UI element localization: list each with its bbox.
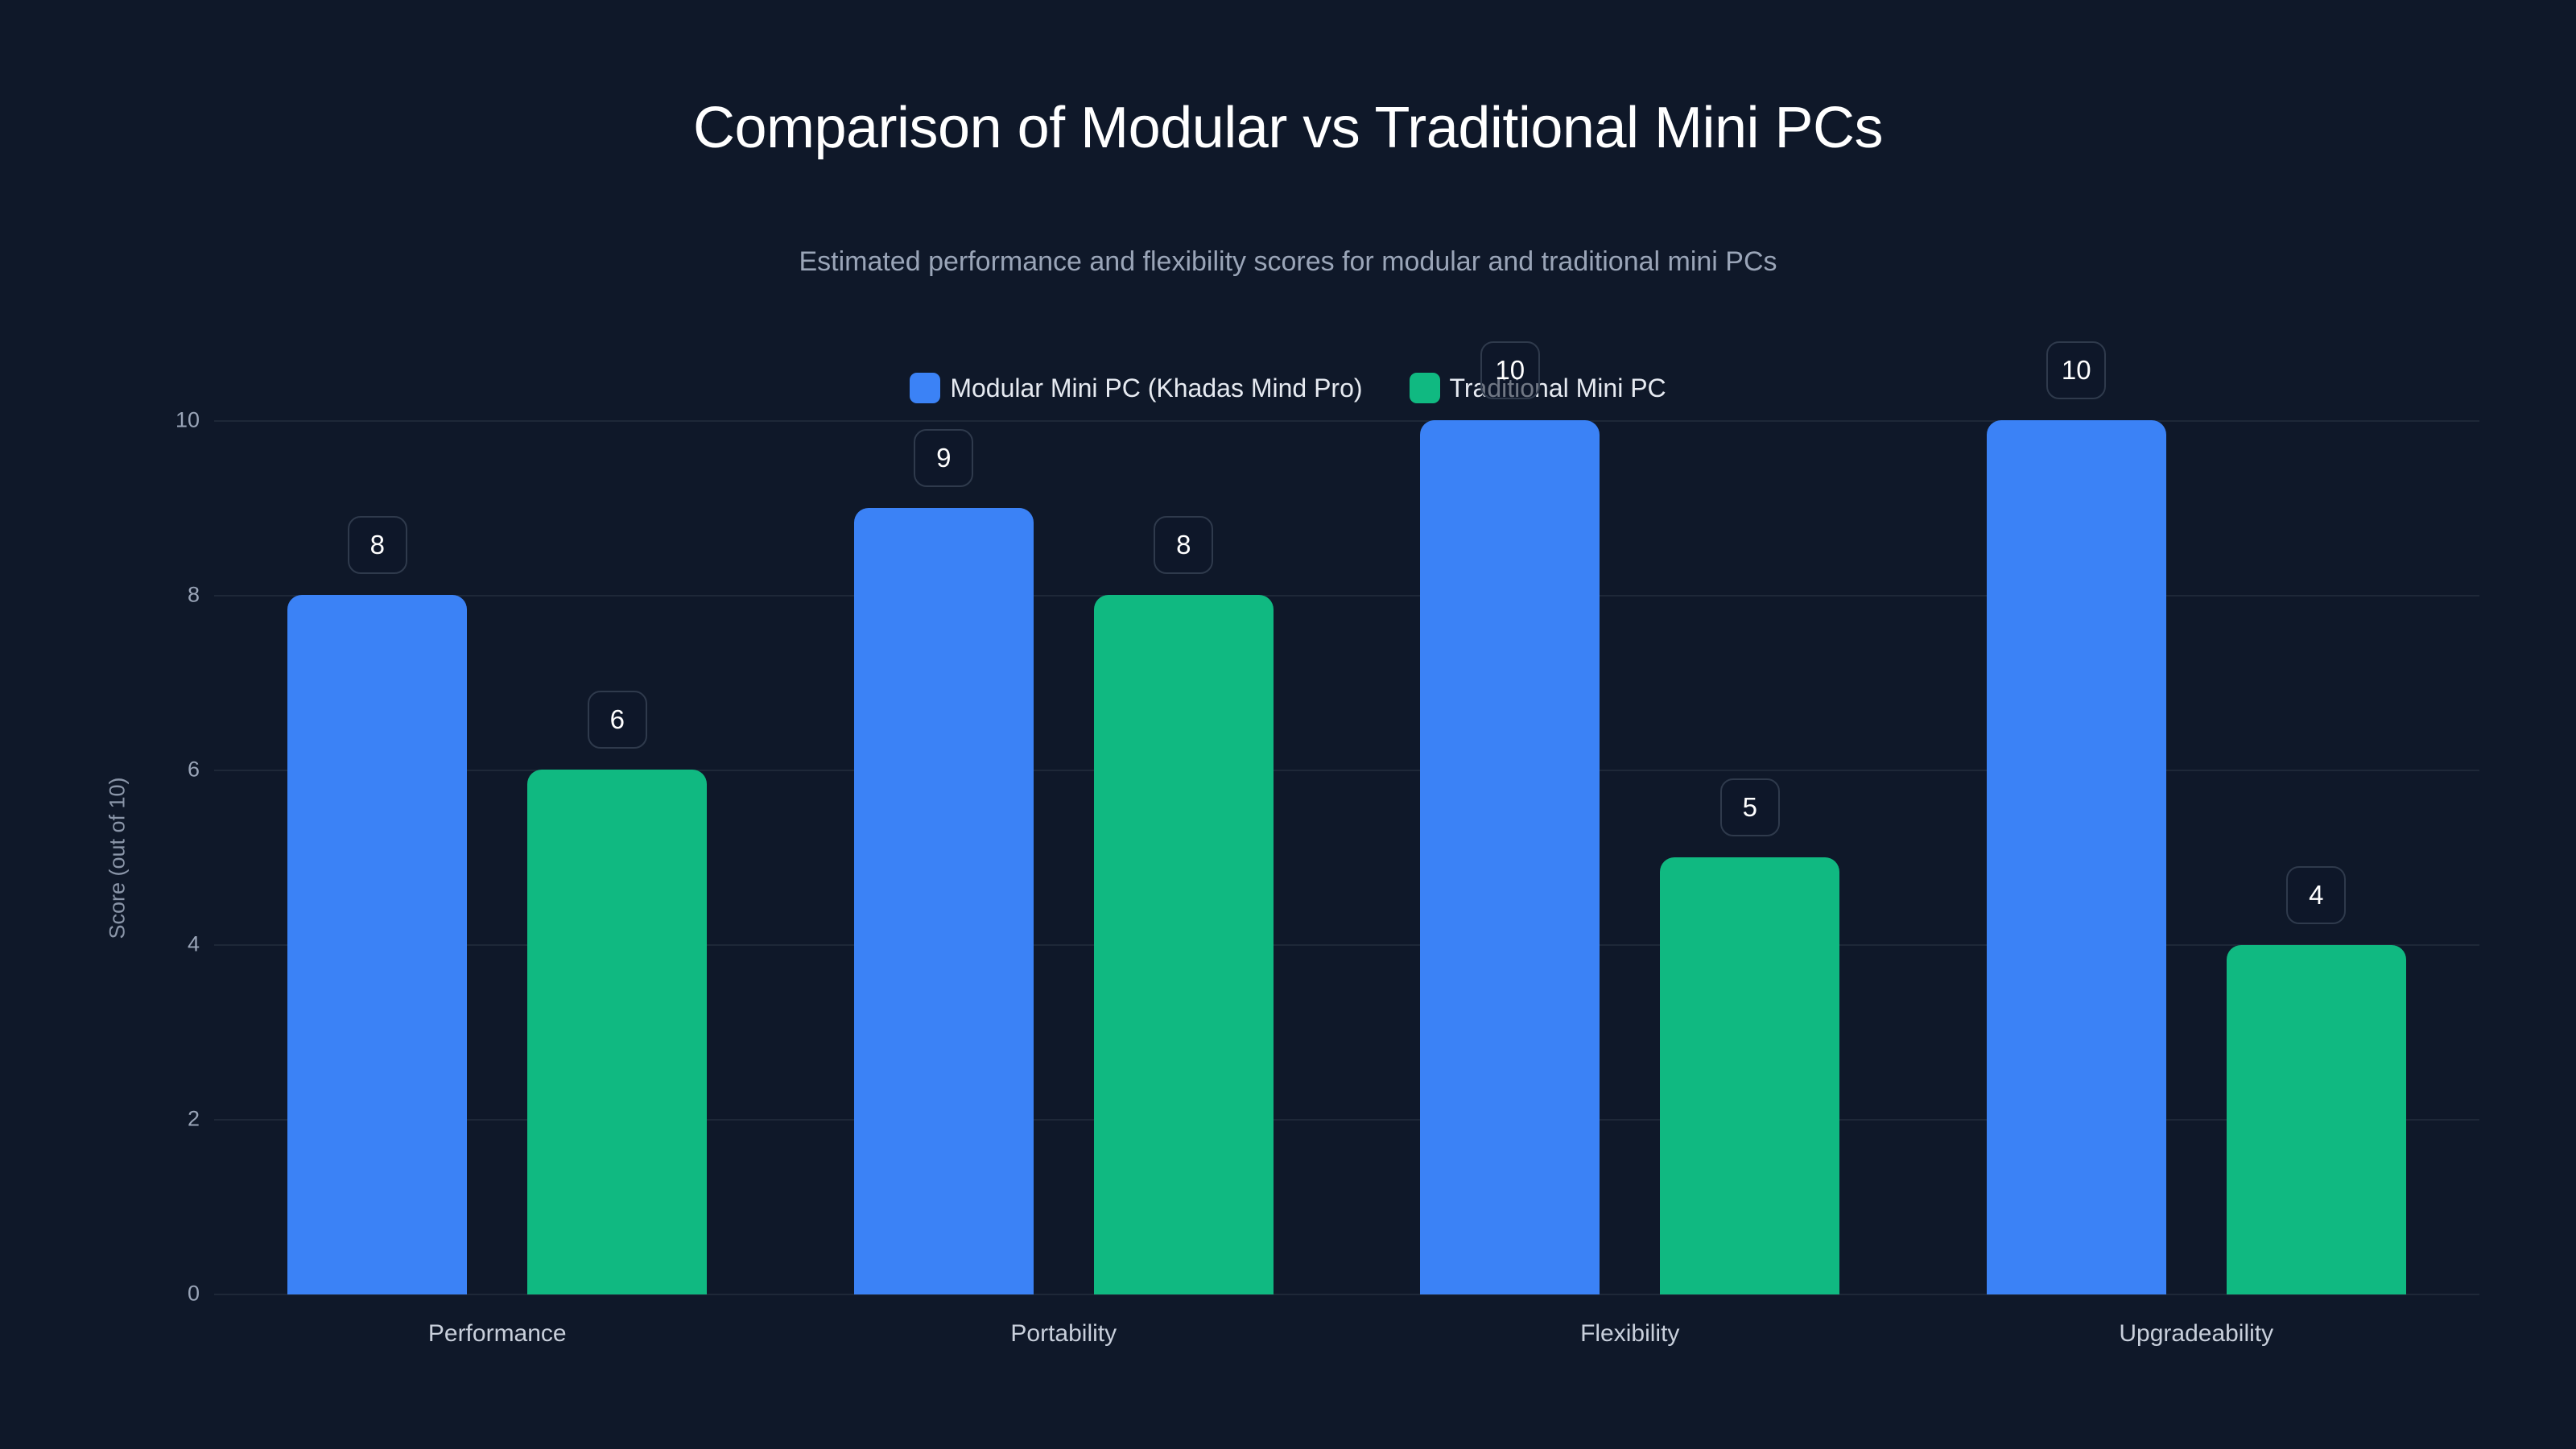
gridline-4	[214, 944, 2479, 946]
gridline-0	[214, 1294, 2479, 1295]
x-tick-performance: Performance	[427, 1320, 567, 1347]
legend-swatch-traditional-icon	[1409, 373, 1440, 403]
gridline-6	[214, 770, 2479, 771]
bar-portability-modular[interactable]	[853, 508, 1034, 1294]
y-tick-4: 4	[187, 931, 200, 956]
legend-item-modular[interactable]: Modular Mini PC (Khadas Mind Pro)	[910, 373, 1363, 403]
y-tick-10: 10	[175, 407, 200, 432]
value-label-flexibility-traditional: 5	[1719, 778, 1780, 836]
value-label-portability-traditional: 8	[1154, 516, 1214, 574]
bar-upgradeability-traditional[interactable]	[2226, 945, 2406, 1294]
bar-portability-traditional[interactable]	[1093, 595, 1274, 1294]
y-tick-2: 2	[187, 1106, 200, 1131]
value-label-performance-traditional: 6	[587, 691, 647, 749]
value-label-upgradeability-modular: 10	[2046, 341, 2107, 399]
x-tick-upgradeability: Upgradeability	[2119, 1320, 2274, 1347]
value-label-upgradeability-traditional: 4	[2286, 866, 2347, 924]
y-tick-6: 6	[187, 757, 200, 782]
value-label-performance-modular: 8	[347, 516, 407, 574]
gridline-2	[214, 1119, 2479, 1121]
value-label-portability-modular: 9	[914, 429, 974, 487]
chart-title: Comparison of Modular vs Traditional Min…	[692, 96, 1884, 160]
value-label-flexibility-modular: 10	[1480, 341, 1540, 399]
bar-upgradeability-modular[interactable]	[1986, 420, 2166, 1294]
legend-label-modular: Modular Mini PC (Khadas Mind Pro)	[950, 373, 1363, 402]
x-tick-flexibility: Flexibility	[1580, 1320, 1680, 1347]
plot-area: 10 8 6 4 2 0 8 6 Performance 9 8 Portability 1…	[175, 341, 2479, 1347]
gridline-10	[214, 420, 2479, 422]
y-tick-8: 8	[187, 582, 200, 607]
bar-performance-modular[interactable]	[287, 595, 468, 1294]
y-axis-label: Score (out of 10)	[105, 777, 130, 939]
bar-flexibility-modular[interactable]	[1420, 420, 1600, 1294]
y-tick-0: 0	[187, 1281, 200, 1306]
legend: Modular Mini PC (Khadas Mind Pro) Tradit…	[0, 373, 2576, 403]
x-tick-portability: Portability	[1010, 1320, 1117, 1347]
chart-subtitle: Estimated performance and flexibility sc…	[799, 246, 1777, 277]
bar-flexibility-traditional[interactable]	[1660, 857, 1840, 1294]
legend-swatch-modular-icon	[910, 373, 941, 403]
gridline-8	[214, 595, 2479, 597]
bar-performance-traditional[interactable]	[527, 770, 708, 1294]
